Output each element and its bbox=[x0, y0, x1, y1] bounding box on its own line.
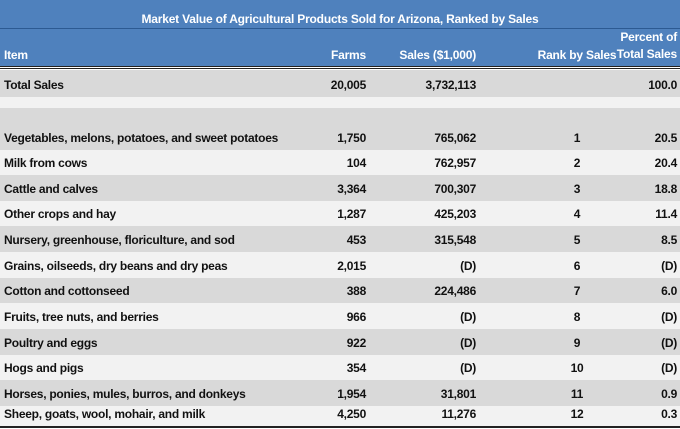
table-row: Fruits, tree nuts, and berries 966 (D) 8 (D) bbox=[0, 303, 680, 329]
rank-cell: 11 bbox=[570, 387, 584, 401]
rank-cell: 10 bbox=[570, 361, 584, 375]
rank-cell: 6 bbox=[573, 259, 581, 273]
percent-cell: (D) bbox=[661, 336, 677, 350]
farms-cell: 354 bbox=[346, 361, 367, 375]
rank-cell: 2 bbox=[573, 156, 581, 170]
sales-cell: (D) bbox=[460, 259, 476, 273]
rank-cell: 12 bbox=[570, 407, 584, 421]
farms-cell: 922 bbox=[346, 336, 367, 350]
column-header-rank: Rank by Sales bbox=[537, 48, 617, 62]
farms-cell: 1,287 bbox=[337, 207, 366, 221]
item-cell: Grains, oilseeds, dry beans and dry peas bbox=[4, 259, 228, 273]
title-divider bbox=[0, 28, 680, 29]
sales-cell: 425,203 bbox=[434, 207, 476, 221]
percent-cell: 8.5 bbox=[661, 233, 677, 247]
table-row: Sheep, goats, wool, mohair, and milk 4,25… bbox=[0, 406, 680, 426]
item-cell: Hogs and pigs bbox=[4, 361, 84, 375]
percent-cell: 6.0 bbox=[661, 284, 677, 298]
farms-cell: 20,005 bbox=[330, 78, 366, 92]
header-divider bbox=[0, 68, 680, 69]
item-cell: Fruits, tree nuts, and berries bbox=[4, 310, 159, 324]
farms-cell: 1,954 bbox=[337, 387, 366, 401]
farms-cell: 4,250 bbox=[337, 407, 366, 421]
percent-cell: 20.5 bbox=[654, 131, 678, 145]
rank-cell: 5 bbox=[573, 233, 581, 247]
column-header-percent-line2: Total Sales bbox=[616, 47, 677, 61]
table-row: Poultry and eggs 922 (D) 9 (D) bbox=[0, 329, 680, 355]
rank-cell: 1 bbox=[573, 131, 581, 145]
table-row: Horses, ponies, mules, burros, and donke… bbox=[0, 380, 680, 406]
sales-cell: 700,307 bbox=[434, 182, 476, 196]
spacer-row bbox=[0, 97, 680, 108]
table-row: Vegetables, melons, potatoes, and sweet … bbox=[0, 108, 680, 150]
sales-cell: 3,732,113 bbox=[425, 78, 477, 92]
farms-cell: 1,750 bbox=[337, 131, 366, 145]
column-header-farms: Farms bbox=[330, 48, 366, 62]
sales-cell: 31,801 bbox=[440, 387, 476, 401]
item-cell: Poultry and eggs bbox=[4, 336, 98, 350]
sales-cell: (D) bbox=[460, 310, 476, 324]
table-row: Nursery, greenhouse, floriculture, and s… bbox=[0, 226, 680, 252]
sales-cell: 765,062 bbox=[434, 131, 476, 145]
farms-cell: 453 bbox=[346, 233, 367, 247]
percent-cell: 0.9 bbox=[661, 387, 677, 401]
total-row: Total Sales 20,005 3,732,113 100.0 bbox=[0, 70, 680, 97]
farms-cell: 388 bbox=[346, 284, 367, 298]
table-row: Other crops and hay 1,287 425,203 4 11.4 bbox=[0, 201, 680, 226]
percent-cell: 11.4 bbox=[655, 207, 677, 221]
percent-cell: 100.0 bbox=[648, 78, 677, 92]
sales-cell: 762,957 bbox=[434, 156, 476, 170]
rank-cell: 8 bbox=[573, 310, 581, 324]
table-row: Cotton and cottonseed 388 224,486 7 6.0 bbox=[0, 278, 680, 303]
table-row: Grains, oilseeds, dry beans and dry peas… bbox=[0, 252, 680, 278]
rank-cell: 9 bbox=[573, 336, 581, 350]
rank-cell: 4 bbox=[573, 207, 581, 221]
column-header-percent-line1: Percent of bbox=[620, 30, 677, 44]
farms-cell: 2,015 bbox=[337, 259, 366, 273]
sales-cell: (D) bbox=[460, 361, 476, 375]
item-cell: Milk from cows bbox=[4, 156, 88, 170]
table-title: Market Value of Agricultural Products So… bbox=[141, 12, 539, 26]
item-cell: Cattle and calves bbox=[4, 182, 98, 196]
table-row: Cattle and calves 3,364 700,307 3 18.8 bbox=[0, 175, 680, 201]
header-divider bbox=[0, 66, 680, 67]
rank-cell: 7 bbox=[573, 284, 581, 298]
percent-cell: (D) bbox=[661, 310, 677, 324]
farms-cell: 3,364 bbox=[337, 182, 366, 196]
sales-cell: 315,548 bbox=[434, 233, 476, 247]
percent-cell: 18.8 bbox=[654, 182, 678, 196]
item-cell: Sheep, goats, wool, mohair, and milk bbox=[4, 407, 206, 421]
farms-cell: 966 bbox=[346, 310, 367, 324]
sales-cell: 224,486 bbox=[434, 284, 476, 298]
item-cell: Cotton and cottonseed bbox=[4, 284, 130, 298]
sales-cell: 11,276 bbox=[441, 407, 476, 421]
item-cell: Horses, ponies, mules, burros, and donke… bbox=[4, 387, 246, 401]
item-cell: Vegetables, melons, potatoes, and sweet … bbox=[4, 131, 279, 145]
column-header-item: Item bbox=[4, 48, 28, 62]
table-header: Market Value of Agricultural Products So… bbox=[0, 0, 680, 67]
column-header-sales: Sales ($1,000) bbox=[399, 48, 476, 62]
table-bottom-border bbox=[0, 426, 680, 428]
column-header-percent: Percent of Total Sales bbox=[617, 29, 677, 63]
farms-cell: 104 bbox=[346, 156, 367, 170]
percent-cell: (D) bbox=[661, 361, 677, 375]
percent-cell: 0.3 bbox=[661, 407, 677, 421]
table-row: Hogs and pigs 354 (D) 10 (D) bbox=[0, 355, 680, 380]
percent-cell: (D) bbox=[661, 259, 677, 273]
item-cell: Other crops and hay bbox=[4, 207, 116, 221]
sales-cell: (D) bbox=[460, 336, 476, 350]
percent-cell: 20.4 bbox=[654, 156, 678, 170]
rank-cell: 3 bbox=[573, 182, 581, 196]
item-cell: Nursery, greenhouse, floriculture, and s… bbox=[4, 233, 235, 247]
item-cell: Total Sales bbox=[4, 78, 64, 92]
table-row: Milk from cows 104 762,957 2 20.4 bbox=[0, 150, 680, 175]
